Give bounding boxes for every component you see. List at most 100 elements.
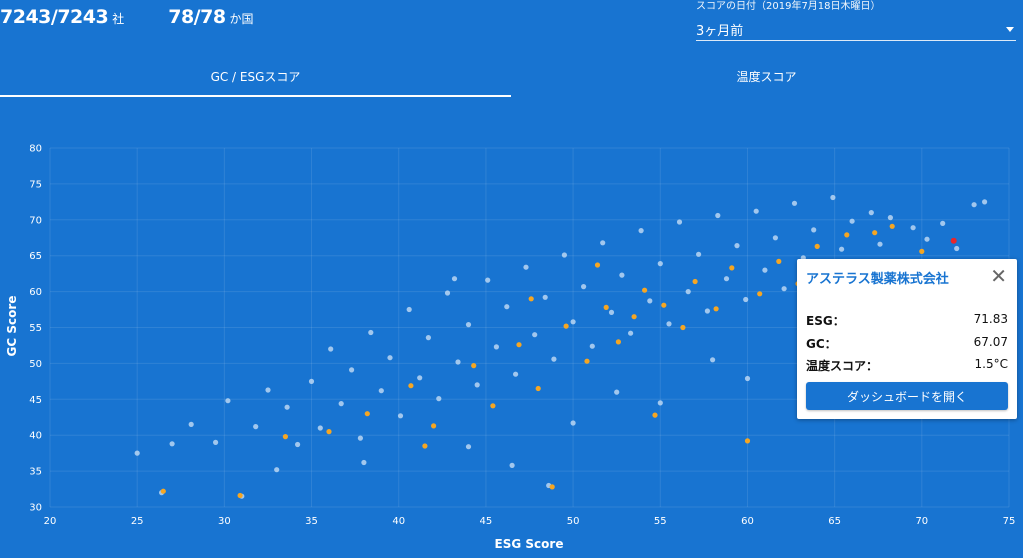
- scatter-point: [589, 343, 595, 349]
- scatter-point: [704, 308, 711, 314]
- scatter-point: [696, 251, 702, 257]
- highlight-point: [615, 339, 622, 345]
- scatter-point: [397, 413, 404, 419]
- scatter-point: [581, 284, 587, 290]
- x-tick-label: 20: [44, 516, 57, 527]
- scatter-point: [600, 240, 606, 246]
- scatter-point: [982, 199, 988, 205]
- scatter-point: [225, 398, 231, 404]
- scatter-point: [455, 359, 461, 365]
- scatter-point: [676, 219, 683, 225]
- y-tick-label: 65: [29, 251, 42, 262]
- scatter-point: [685, 289, 691, 295]
- highlight-point: [603, 304, 609, 310]
- scatter-point: [378, 388, 384, 394]
- scatter-point: [274, 467, 280, 473]
- y-tick-label: 45: [29, 395, 42, 406]
- scatter-point: [532, 332, 538, 338]
- caret-down-icon: [1006, 26, 1014, 32]
- countries-count-unit: か国: [229, 12, 254, 26]
- highlight-point: [814, 243, 820, 249]
- scatter-point: [744, 375, 751, 382]
- y-tick-label: 35: [29, 467, 42, 478]
- x-axis-label: ESG Score: [495, 537, 564, 551]
- gc-label: GC：: [806, 337, 837, 351]
- score-date-value: 3ヶ月前: [696, 23, 744, 39]
- company-name: アステラス製薬株式会社: [806, 272, 949, 287]
- scatter-point: [743, 296, 749, 303]
- highlight-point: [160, 488, 166, 494]
- scatter-point: [781, 286, 787, 292]
- gc-row: GC： 67.07: [806, 335, 1008, 352]
- scatter-point: [924, 236, 930, 242]
- scatter-point: [485, 277, 491, 283]
- summary-stats: 7243/7243 社 78/78 か国: [0, 6, 254, 28]
- scatter-point: [465, 322, 472, 328]
- scatter-point: [849, 218, 855, 224]
- scatter-point: [349, 367, 355, 373]
- y-tick-label: 55: [29, 323, 42, 334]
- temperature-label: 温度スコア：: [806, 359, 879, 373]
- x-tick-label: 30: [218, 516, 231, 527]
- x-tick-label: 50: [567, 516, 580, 527]
- scatter-point: [134, 450, 140, 456]
- y-tick-label: 70: [29, 215, 42, 226]
- open-dashboard-button[interactable]: ダッシュボードを開く: [806, 382, 1008, 410]
- scatter-point: [169, 441, 175, 447]
- scatter-point: [513, 371, 519, 377]
- tab-temperature-score[interactable]: 温度スコア: [736, 70, 797, 84]
- x-tick-label: 60: [741, 516, 754, 527]
- scatter-point: [910, 225, 916, 231]
- score-tabs: GC / ESGスコア 温度スコア: [0, 60, 1023, 100]
- scatter-point: [868, 210, 874, 216]
- x-tick-label: 75: [1003, 516, 1016, 527]
- x-tick-label: 70: [915, 516, 928, 527]
- highlight-point: [594, 262, 601, 268]
- scatter-point: [425, 335, 431, 341]
- companies-count-unit: 社: [112, 12, 125, 26]
- companies-count-value: 7243/7243: [0, 6, 109, 28]
- x-axis-ticks: 20 25 30 35 40 45 50 55 60 65 70 75: [44, 516, 1016, 527]
- temperature-value: 1.5°C: [974, 357, 1008, 371]
- scatter-point: [542, 294, 548, 300]
- gc-value: 67.07: [973, 335, 1008, 349]
- countries-count: 78/78 か国: [168, 6, 253, 28]
- scatter-point: [657, 400, 663, 406]
- scatter-point: [666, 321, 672, 327]
- scatter-point: [357, 435, 363, 441]
- scatter-point: [523, 264, 529, 270]
- scatter-point: [715, 212, 721, 219]
- highlight-point: [642, 287, 648, 293]
- scatter-point: [791, 200, 798, 206]
- scatter-point: [772, 235, 779, 241]
- highlight-point: [713, 306, 719, 312]
- scatter-point: [504, 304, 510, 310]
- tab-gc-esg-score[interactable]: GC / ESGスコア: [0, 60, 511, 100]
- highlight-point: [563, 323, 569, 329]
- scatter-point: [877, 241, 883, 247]
- scatter-point: [361, 459, 367, 466]
- highlight-point: [584, 358, 590, 364]
- scatter-point: [509, 462, 515, 468]
- highlight-point: [282, 434, 288, 440]
- scatter-point: [417, 375, 423, 381]
- scatter-point: [474, 382, 480, 388]
- scatter-point: [387, 355, 393, 361]
- x-tick-label: 65: [828, 516, 841, 527]
- highlight-point: [652, 412, 658, 418]
- scatter-point: [308, 378, 315, 384]
- scatter-point: [657, 261, 663, 267]
- close-icon[interactable]: ✕: [990, 264, 1007, 288]
- highlight-point: [408, 383, 414, 389]
- scatter-point: [734, 243, 740, 249]
- highlight-point: [549, 484, 555, 490]
- highlight-point: [431, 423, 437, 429]
- score-date-dropdown[interactable]: 3ヶ月前: [696, 18, 1016, 41]
- highlight-point: [471, 363, 477, 369]
- scatter-point: [570, 420, 576, 426]
- scatter-point: [317, 425, 323, 431]
- selected-point: [950, 237, 957, 244]
- scatter-point: [887, 215, 894, 221]
- highlight-point: [776, 258, 782, 264]
- scatter-point: [839, 246, 845, 252]
